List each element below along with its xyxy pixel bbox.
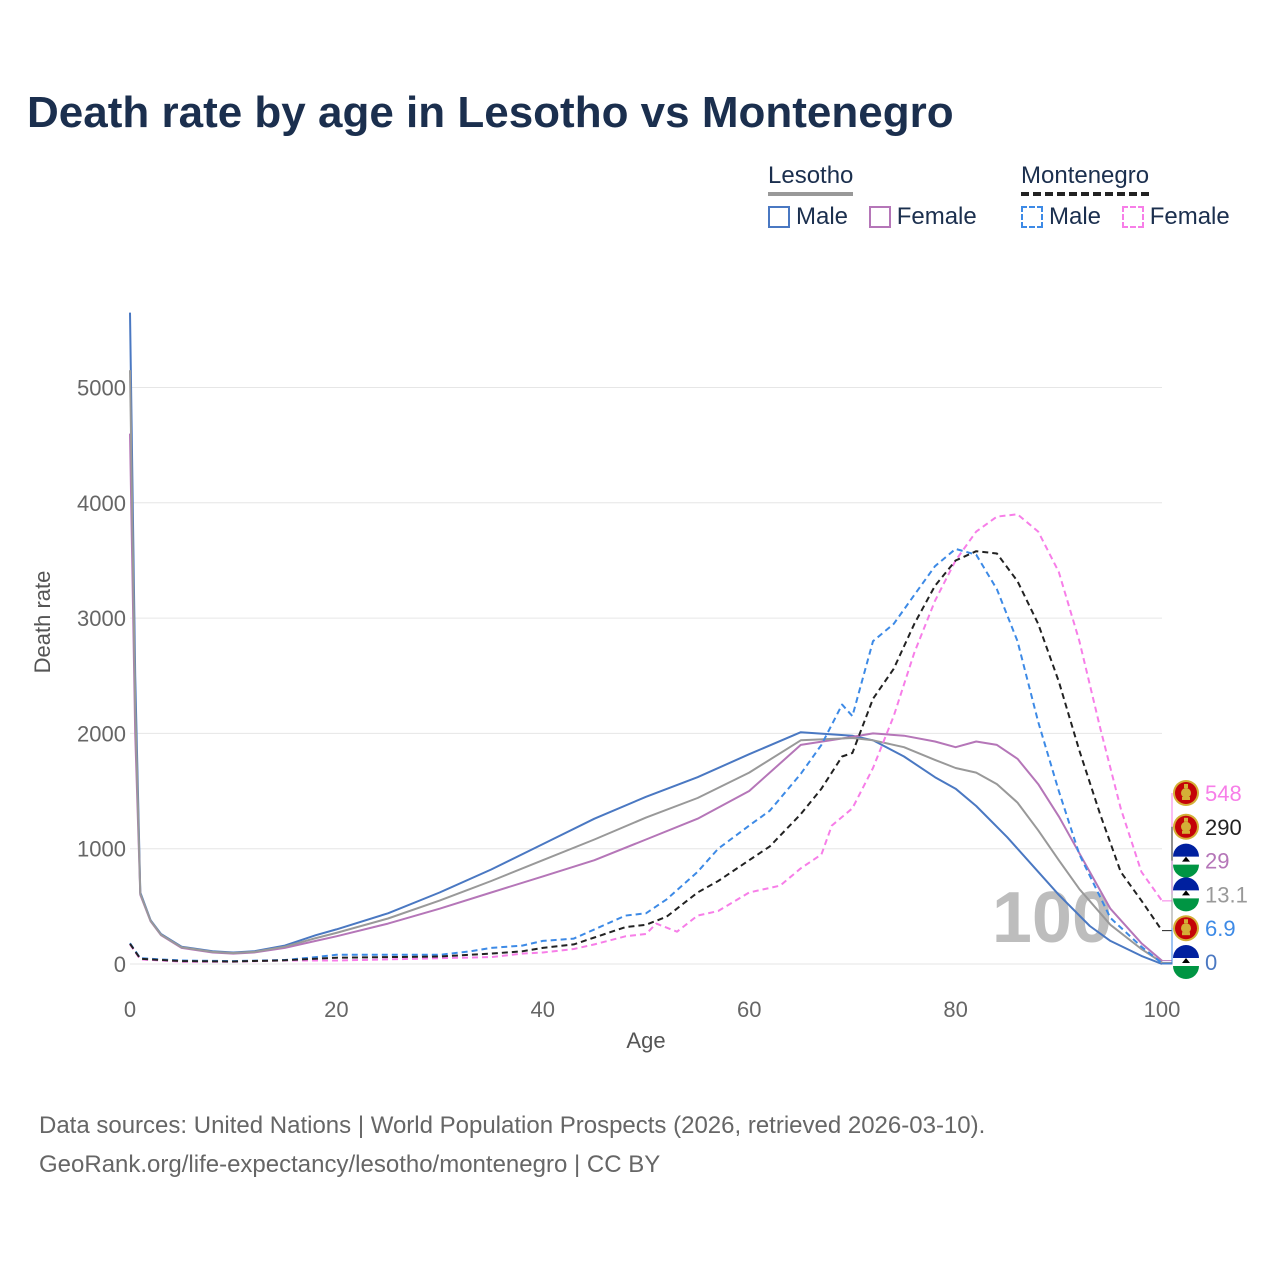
legend-montenegro-female-label: Female (1149, 202, 1230, 230)
legend-lesotho-label: Lesotho (768, 162, 854, 196)
legend-swatch-lesotho-female (868, 205, 891, 228)
legend-lesotho-female-label: Female (896, 202, 977, 230)
end-connector-mne-avg (1162, 826, 1173, 932)
watermark-year: 100 (992, 878, 1112, 958)
legend-lesotho: Lesotho Male Female (768, 162, 991, 231)
x-tick-60: 60 (737, 997, 761, 1022)
end-connector-les-male (1162, 962, 1173, 965)
x-axis-label: Age (626, 1028, 665, 1053)
source-line-2[interactable]: GeoRank.org/life-expectancy/lesotho/mont… (39, 1151, 661, 1178)
end-label-les-female: 29 (1205, 849, 1229, 874)
end-connector-les-female (1162, 860, 1173, 962)
x-axis-ticks: 0 20 40 60 80 100 (124, 997, 1180, 1022)
end-label-mne-male: 6.9 (1205, 916, 1236, 941)
y-axis-ticks: 0 1000 2000 3000 4000 5000 (77, 376, 126, 978)
x-tick-0: 0 (124, 997, 136, 1022)
montenegro-flag-icon (1173, 915, 1199, 942)
lesotho-flag-icon (1173, 877, 1199, 912)
series-line-les-male[interactable] (129, 312, 1163, 965)
y-tick-0: 0 (114, 952, 126, 977)
lesotho-flag-icon (1173, 843, 1199, 878)
y-tick-2000: 2000 (77, 721, 126, 746)
legend-lesotho-male-label: Male (796, 202, 849, 230)
end-label-mne-avg: 290 (1205, 815, 1242, 840)
end-connector-mne-female (1162, 793, 1173, 902)
montenegro-flag-icon (1173, 813, 1199, 840)
legend-swatch-lesotho-male (768, 205, 790, 228)
x-tick-40: 40 (531, 997, 555, 1022)
legend-swatch-montenegro-female (1121, 205, 1144, 228)
end-labels: 548 290 29 13.1 6.9 0 (1162, 780, 1248, 979)
y-tick-1000: 1000 (77, 837, 126, 862)
legend-montenegro-female[interactable]: Female (1121, 202, 1230, 231)
lesotho-flag-icon (1173, 945, 1199, 979)
x-tick-80: 80 (943, 997, 967, 1022)
legend-swatch-montenegro-male (1021, 205, 1043, 228)
series-line-mne-avg[interactable] (129, 550, 1163, 963)
legend-montenegro-label: Montenegro (1021, 162, 1150, 196)
end-label-les-male: 0 (1205, 950, 1217, 975)
end-connector-les-avg (1162, 894, 1173, 963)
series-line-les-avg[interactable] (129, 370, 1163, 964)
grid-lines (130, 387, 1162, 965)
x-tick-20: 20 (324, 997, 348, 1022)
y-tick-5000: 5000 (77, 376, 126, 401)
end-connector-mne-male (1162, 928, 1173, 964)
y-tick-3000: 3000 (77, 606, 126, 631)
end-label-les-avg: 13.1 (1205, 882, 1248, 907)
legend-montenegro: Montenegro Male Female (1021, 162, 1230, 231)
source-note: Data sources: United Nations | World Pop… (39, 1106, 985, 1184)
y-tick-4000: 4000 (77, 491, 126, 516)
series-lines (129, 312, 1163, 965)
legend-montenegro-male-label: Male (1049, 202, 1102, 230)
source-line-1: Data sources: United Nations | World Pop… (39, 1112, 986, 1139)
end-label-mne-female: 548 (1205, 781, 1242, 806)
y-axis-label: Death rate (30, 571, 55, 674)
chart-title: Death rate by age in Lesotho vs Monteneg… (27, 88, 954, 137)
legend-lesotho-female[interactable]: Female (868, 202, 977, 231)
x-tick-100: 100 (1144, 997, 1181, 1022)
legend-montenegro-male[interactable]: Male (1021, 203, 1101, 231)
montenegro-flag-icon (1173, 780, 1199, 806)
legend-lesotho-male[interactable]: Male (768, 203, 848, 231)
